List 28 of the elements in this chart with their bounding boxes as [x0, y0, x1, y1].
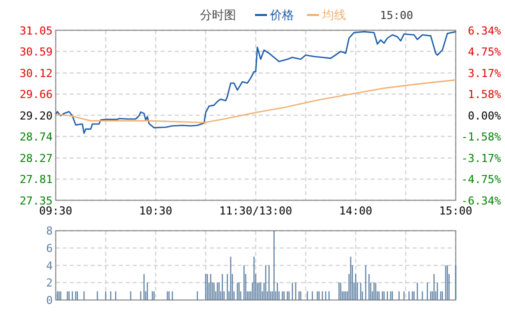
- y2-tick-label: 3.17%: [468, 66, 502, 80]
- y-tick-label: 4: [46, 259, 54, 272]
- y2-tick-label: -1.58%: [461, 130, 502, 144]
- y2-tick-label: -4.75%: [461, 172, 502, 186]
- y-tick-label: 28.74: [20, 130, 54, 144]
- y-tick-label: 30.12: [20, 67, 53, 80]
- legend-label: 价格: [269, 8, 294, 22]
- y-tick-label: 28.27: [20, 152, 53, 166]
- y2-tick-label: 6.34%: [468, 24, 502, 38]
- chart-title: 分时图: [200, 8, 236, 22]
- y2-tick-label: 4.75%: [468, 46, 502, 59]
- y-tick-label: 29.66: [20, 88, 53, 102]
- y-tick-label: 29.20: [20, 109, 53, 122]
- y2-tick-label: 1.58%: [468, 88, 502, 102]
- text: 15:00: [380, 9, 414, 22]
- x-tick-label: 14:00: [339, 204, 372, 218]
- y-tick-label: 6: [46, 242, 53, 256]
- legend-label: 均线: [321, 8, 346, 22]
- y2-tick-label: -3.17%: [461, 152, 502, 165]
- x-tick-label: 11:30/13:00: [219, 204, 292, 218]
- y-tick-label: 30.59: [20, 45, 53, 58]
- y-tick-label: 2: [46, 276, 53, 290]
- y-tick-label: 31.05: [20, 24, 53, 38]
- y-tick-label: 0: [46, 294, 53, 307]
- x-tick-label: 10:30: [139, 204, 172, 218]
- y-tick-label: 8: [46, 224, 53, 238]
- y-tick-label: 27.81: [20, 173, 53, 186]
- y2-tick-label: 0.00%: [468, 109, 502, 122]
